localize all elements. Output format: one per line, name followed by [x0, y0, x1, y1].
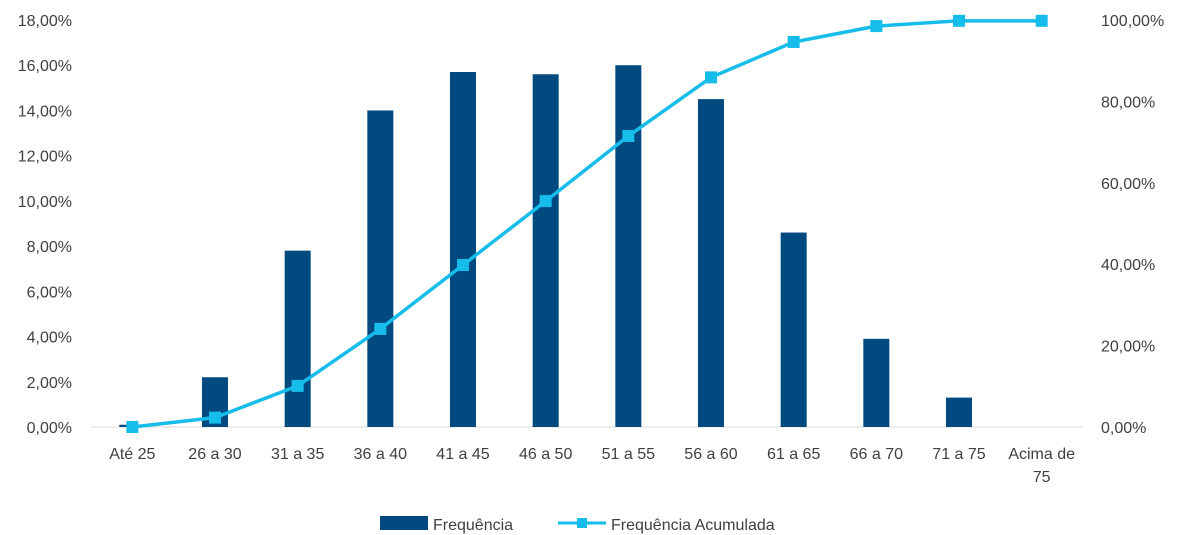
- right-axis: 0,00% 20,00% 40,00% 60,00% 80,00% 100,00%: [1101, 13, 1164, 437]
- right-tick-label: 40,00%: [1101, 257, 1155, 274]
- line-point: [126, 421, 139, 433]
- left-tick-label: 10,00%: [18, 194, 72, 211]
- category-label: Acima de 75: [1008, 446, 1075, 486]
- line-point: [787, 35, 800, 48]
- category-label: 71 a 75: [932, 446, 985, 463]
- left-tick-label: 6,00%: [27, 284, 72, 301]
- bar: [698, 99, 724, 427]
- category-label: 41 a 45: [436, 446, 489, 463]
- legend-swatch-marker: [577, 518, 587, 528]
- right-tick-label: 60,00%: [1101, 176, 1155, 193]
- category-label: 26 a 30: [188, 446, 241, 463]
- right-tick-label: 100,00%: [1101, 13, 1164, 30]
- category-label: 56 a 60: [684, 446, 737, 463]
- left-tick-label: 4,00%: [27, 330, 72, 347]
- left-tick-label: 16,00%: [18, 58, 72, 75]
- right-tick-label: 80,00%: [1101, 94, 1155, 111]
- category-labels: Até 25 26 a 30 31 a 35 36 a 40 41 a 45 46 a 5…: [109, 446, 1075, 486]
- bar: [450, 72, 476, 427]
- legend-label-line: Frequência Acumulada: [611, 517, 775, 534]
- legend-swatch-bar: [380, 516, 428, 530]
- category-label: 36 a 40: [354, 446, 407, 463]
- line-series: [126, 14, 1048, 433]
- line-point: [539, 195, 552, 208]
- line-point: [953, 14, 965, 27]
- category-label: Até 25: [109, 446, 155, 463]
- category-label: 51 a 55: [602, 446, 655, 463]
- series-line: [132, 19, 1042, 429]
- left-tick-label: 8,00%: [27, 239, 72, 256]
- bar-series: [119, 65, 972, 428]
- bar: [532, 74, 559, 428]
- left-tick-label: 18,00%: [18, 13, 72, 30]
- line-point: [209, 411, 221, 424]
- legend: Frequência Frequência Acumulada: [380, 516, 775, 534]
- line-point: [622, 129, 635, 142]
- line-point: [1035, 14, 1048, 27]
- line-point: [291, 379, 304, 392]
- bar: [946, 397, 972, 427]
- category-label: 46 a 50: [519, 446, 572, 463]
- bar: [615, 65, 642, 427]
- category-label: 61 a 65: [767, 446, 820, 463]
- bar: [367, 110, 394, 427]
- line-point: [870, 20, 883, 33]
- left-tick-label: 12,00%: [18, 149, 72, 166]
- line-point: [457, 259, 469, 272]
- legend-label-bar: Frequência: [433, 517, 513, 534]
- left-axis: 0,00% 2,00% 4,00% 6,00% 8,00% 10,00% 12,00% 14,…: [18, 13, 72, 437]
- left-tick-label: 0,00%: [27, 420, 72, 437]
- bar: [284, 250, 311, 427]
- category-label: 66 a 70: [850, 446, 903, 463]
- bar: [863, 338, 890, 427]
- right-tick-label: 0,00%: [1101, 420, 1146, 437]
- line-point: [705, 71, 717, 84]
- right-tick-label: 20,00%: [1101, 339, 1155, 356]
- bar: [780, 232, 807, 427]
- left-tick-label: 14,00%: [18, 103, 72, 120]
- category-label: 31 a 35: [271, 446, 324, 463]
- line-point: [374, 322, 387, 335]
- left-tick-label: 2,00%: [27, 375, 72, 392]
